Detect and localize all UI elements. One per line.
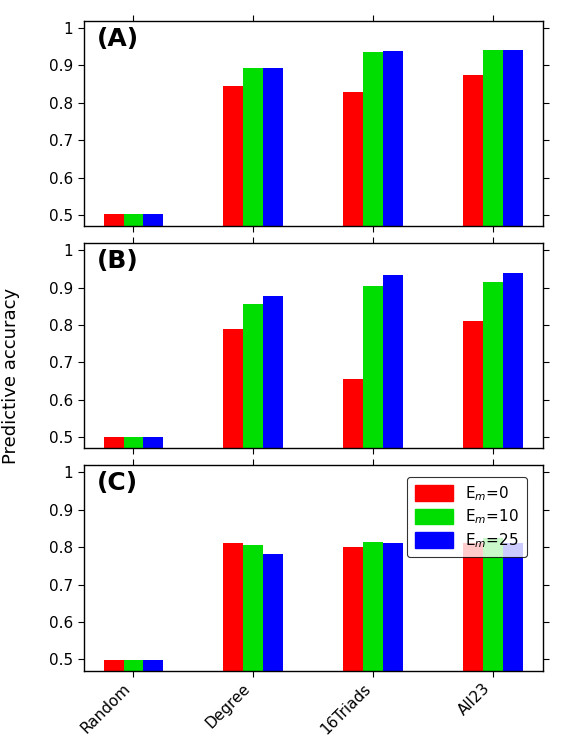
Bar	[244, 304, 263, 624]
Bar	[363, 286, 384, 624]
Bar	[143, 214, 164, 402]
Bar	[363, 53, 384, 402]
Legend: $\mathrm{E}_m$=0, $\mathrm{E}_m$=10, $\mathrm{E}_m$=25: $\mathrm{E}_m$=0, $\mathrm{E}_m$=10, $\m…	[407, 477, 527, 557]
Bar	[384, 543, 403, 752]
Text: (C): (C)	[98, 472, 138, 495]
Bar	[504, 273, 523, 624]
Bar	[483, 282, 504, 624]
Bar	[343, 547, 363, 752]
Bar	[343, 379, 363, 624]
Bar	[124, 660, 143, 752]
Bar	[104, 660, 124, 752]
Text: (B): (B)	[98, 249, 139, 273]
Bar	[384, 274, 403, 624]
Bar	[363, 541, 384, 752]
Bar	[464, 321, 483, 624]
Bar	[124, 437, 143, 624]
Bar	[104, 437, 124, 624]
Bar	[263, 296, 284, 624]
Bar	[143, 437, 164, 624]
Bar	[244, 68, 263, 402]
Bar	[483, 50, 504, 402]
Bar	[464, 544, 483, 752]
Bar	[223, 543, 244, 752]
Bar	[343, 92, 363, 402]
Bar	[384, 51, 403, 402]
Bar	[124, 214, 143, 402]
Bar	[263, 68, 284, 402]
Bar	[504, 543, 523, 752]
Bar	[223, 86, 244, 402]
Bar	[483, 538, 504, 752]
Text: (A): (A)	[98, 27, 139, 50]
Bar	[244, 545, 263, 752]
Bar	[263, 553, 284, 752]
Bar	[143, 660, 164, 752]
Text: Predictive accuracy: Predictive accuracy	[2, 288, 20, 464]
Bar	[464, 74, 483, 402]
Bar	[504, 50, 523, 402]
Bar	[223, 329, 244, 624]
Bar	[104, 214, 124, 402]
